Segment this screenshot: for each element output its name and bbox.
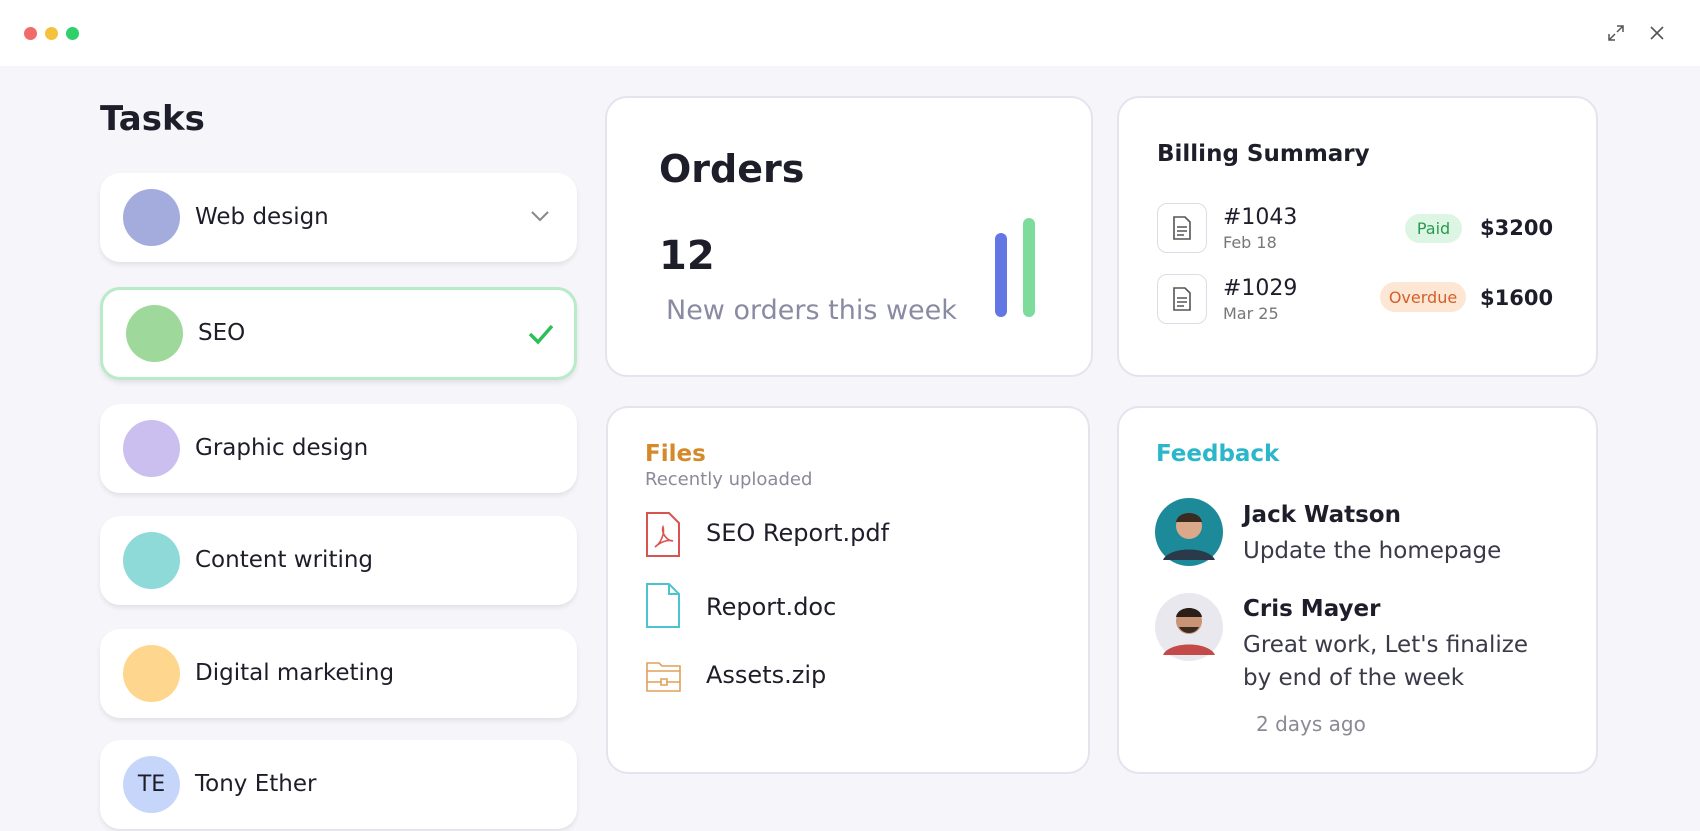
task-label: SEO — [198, 320, 246, 346]
file-name[interactable]: SEO Report.pdf — [706, 519, 890, 547]
orders-card: Orders 12 New orders this week — [605, 96, 1093, 377]
pdf-icon — [646, 512, 680, 557]
file-name[interactable]: Report.doc — [706, 593, 837, 621]
feedback-name: Jack Watson — [1243, 502, 1401, 528]
invoice-id: #1043 — [1223, 205, 1298, 230]
feedback-title: Feedback — [1156, 441, 1280, 467]
task-card[interactable]: Web design — [100, 173, 577, 262]
invoice-icon — [1157, 203, 1207, 253]
invoice-icon — [1157, 274, 1207, 324]
avatar — [1155, 593, 1223, 661]
task-icon — [123, 645, 180, 702]
orders-title: Orders — [659, 147, 805, 191]
chevron[interactable] — [530, 209, 550, 223]
minimize-dot[interactable] — [45, 27, 58, 40]
feedback-name: Cris Mayer — [1243, 596, 1381, 622]
doc-icon — [646, 583, 680, 628]
check-icon — [528, 324, 554, 345]
billing-card — [1117, 96, 1598, 377]
task-icon — [123, 420, 180, 477]
invoice-date: Feb 18 — [1223, 233, 1277, 252]
task-label: Content writing — [195, 547, 374, 573]
bar-decoration — [1023, 218, 1035, 317]
files-subtitle: Recently uploaded — [645, 469, 813, 490]
status-pill: Paid — [1405, 214, 1462, 243]
bar-decoration — [995, 233, 1007, 317]
invoice-amount: $1600 — [1480, 286, 1554, 310]
task-card[interactable]: TE Tony Ether — [100, 740, 577, 829]
orders-count: 12 — [659, 233, 715, 279]
files-title: Files — [645, 441, 706, 467]
zoom-dot[interactable] — [66, 27, 79, 40]
task-card[interactable]: Content writing — [100, 516, 577, 605]
feedback-message: Update the homepage — [1243, 538, 1502, 564]
title-bar — [0, 0, 1700, 66]
feedback-message: Great work, Let's finalize by end of the… — [1243, 632, 1528, 691]
orders-caption: New orders this week — [666, 295, 957, 326]
task-card[interactable]: Graphic design — [100, 404, 577, 493]
task-label: Tony Ether — [195, 771, 317, 797]
task-label: Digital marketing — [195, 660, 395, 686]
status-pill: Overdue — [1380, 282, 1466, 312]
invoice-date: Mar 25 — [1223, 304, 1279, 323]
invoice-amount: $3200 — [1480, 216, 1554, 240]
task-icon — [123, 532, 180, 589]
task-label: Graphic design — [195, 435, 369, 461]
task-icon — [123, 189, 180, 246]
zip-icon — [646, 662, 681, 692]
avatar — [1155, 498, 1223, 566]
files-card — [606, 406, 1090, 774]
task-avatar: TE — [123, 756, 180, 813]
feedback-time: 2 days ago — [1256, 712, 1366, 736]
expand-button[interactable] — [1607, 24, 1625, 42]
task-card-selected[interactable]: SEO — [100, 287, 577, 380]
feedback-card — [1117, 406, 1598, 774]
invoice-id: #1029 — [1223, 276, 1298, 301]
close-dot[interactable] — [24, 27, 37, 40]
task-initials: TE — [137, 772, 166, 797]
task-card[interactable]: Digital marketing — [100, 629, 577, 718]
close-button[interactable] — [1650, 26, 1664, 40]
file-name[interactable]: Assets.zip — [706, 661, 827, 689]
task-icon — [126, 305, 183, 362]
tasks-title: Tasks — [100, 99, 205, 139]
billing-title: Billing Summary — [1157, 141, 1370, 167]
task-label: Web design — [195, 204, 329, 230]
